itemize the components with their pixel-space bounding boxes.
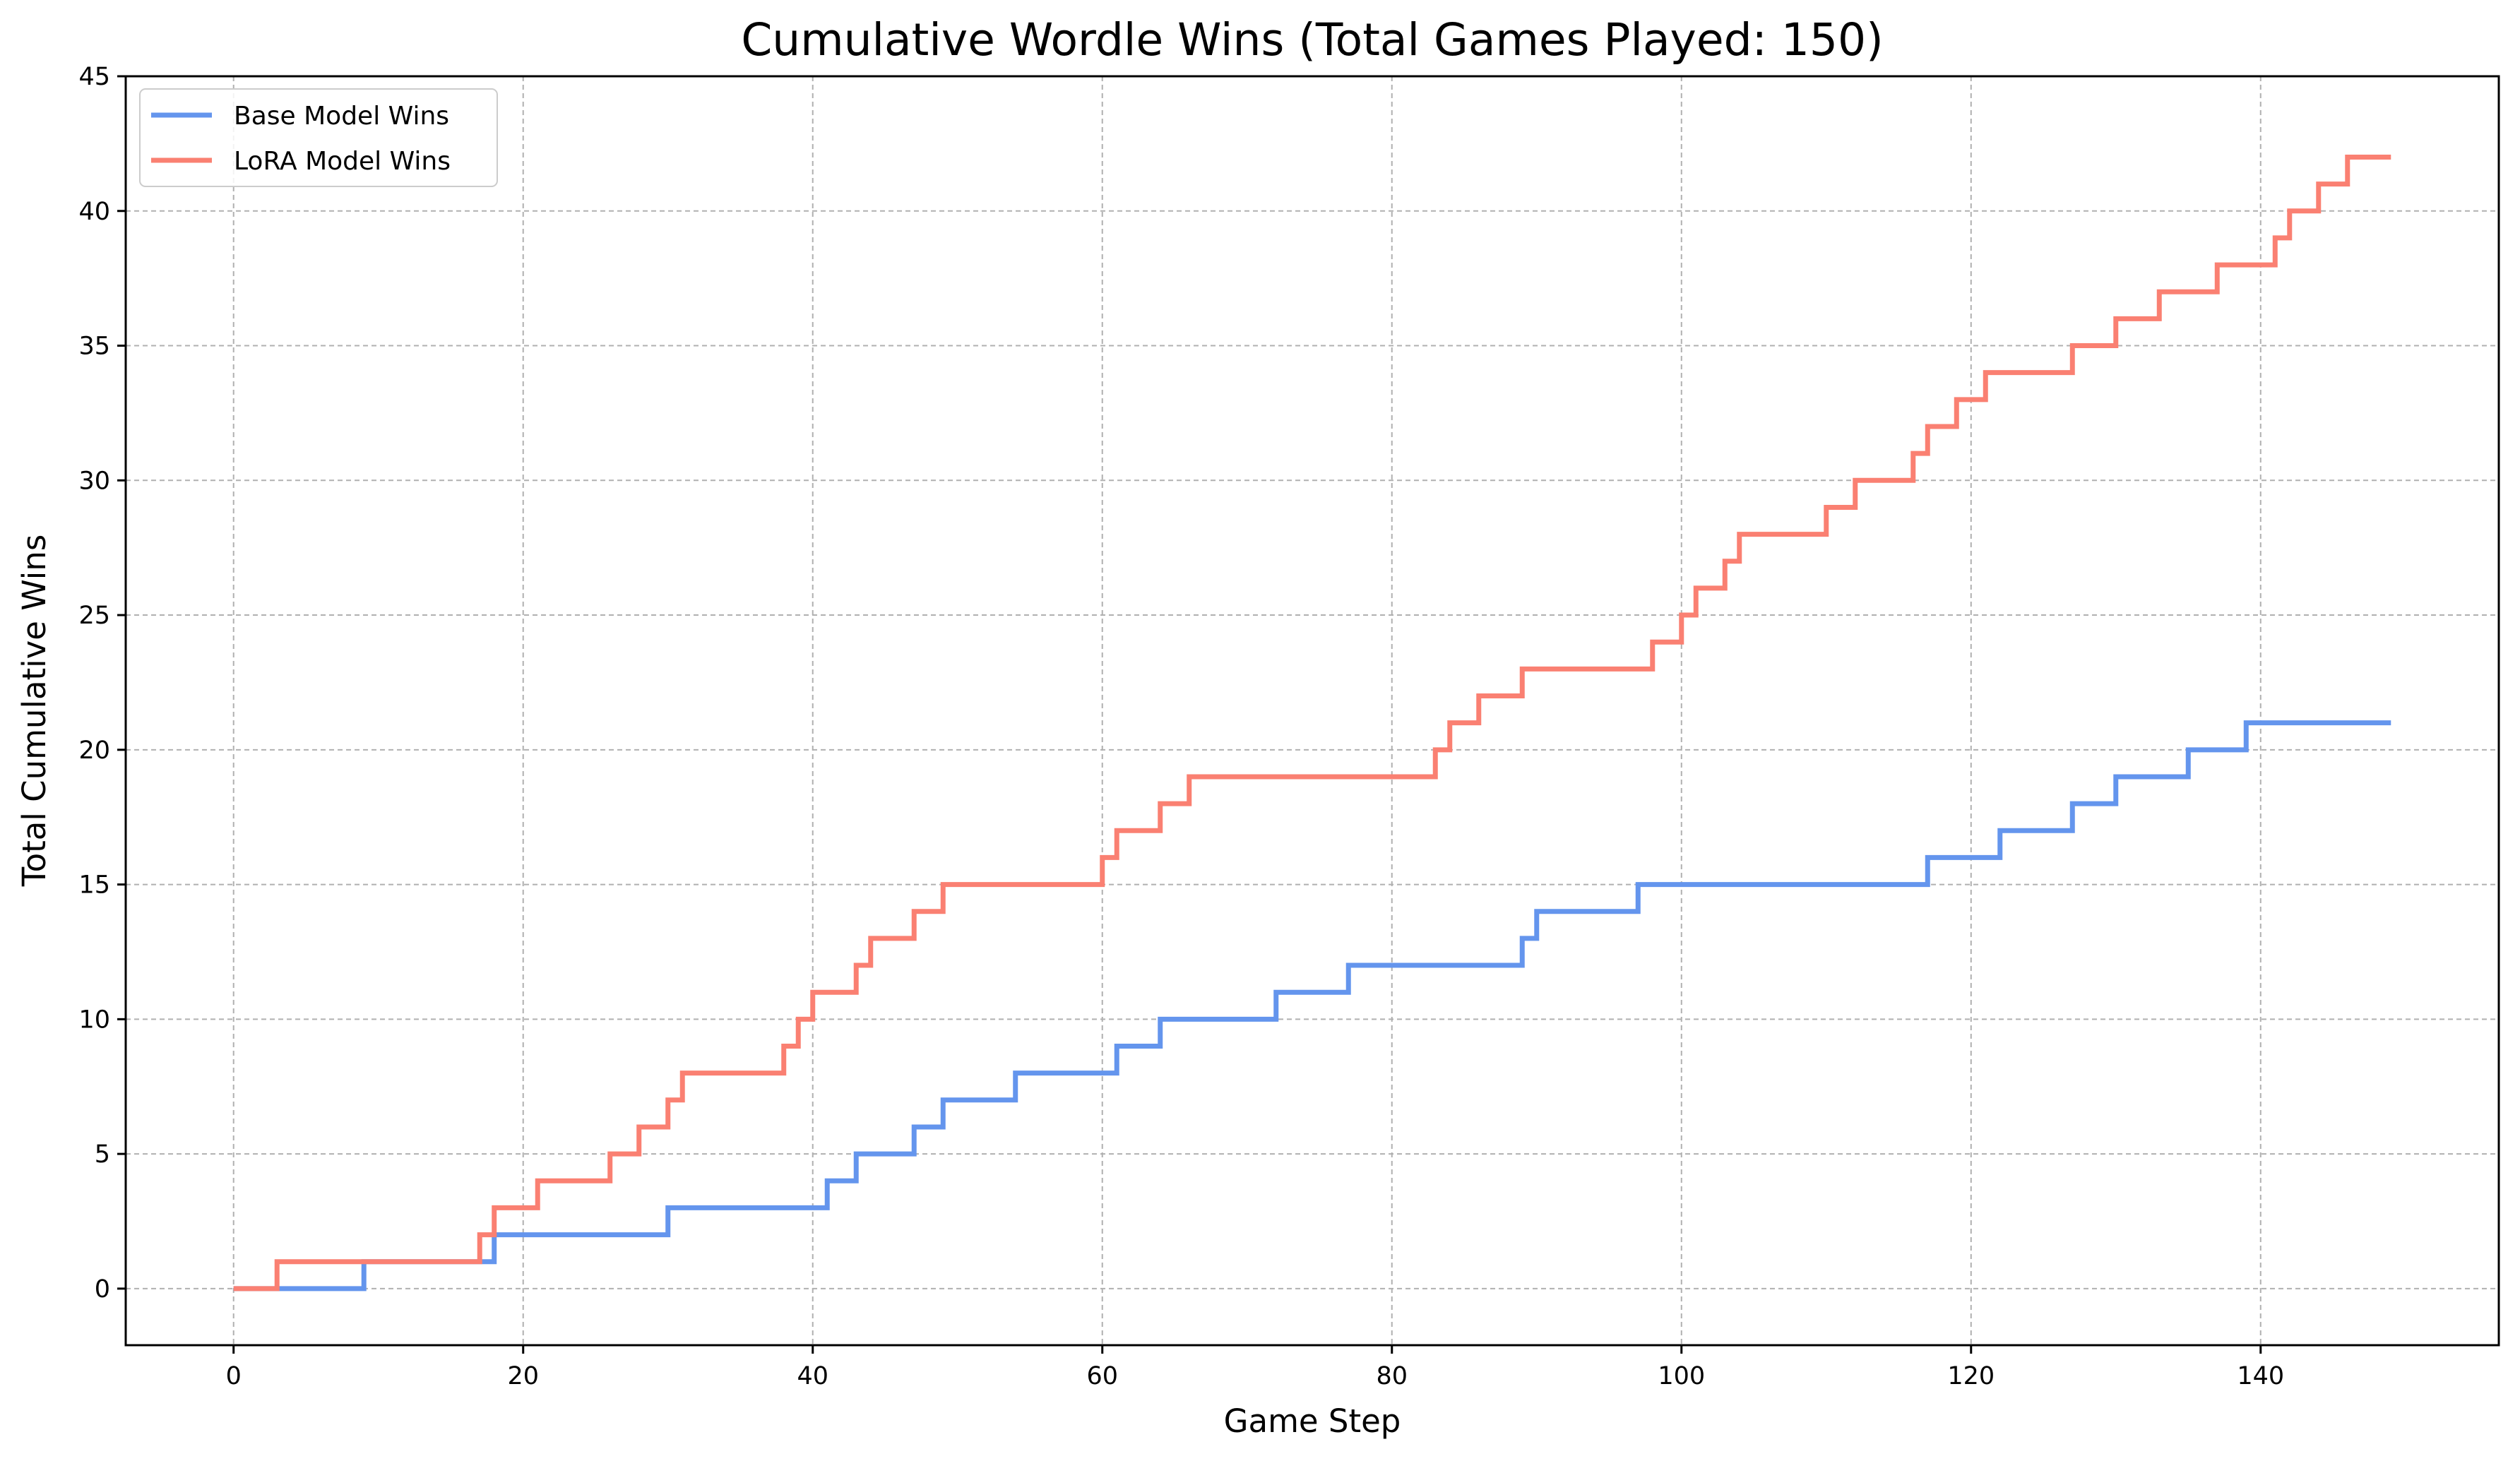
x-tick-label: 120 [1947,1362,1995,1390]
y-tick-label: 20 [78,737,110,765]
legend-label-base: Base Model Wins [234,102,449,131]
y-tick-label: 0 [95,1275,110,1304]
x-tick-label: 140 [2237,1362,2284,1390]
x-tick-label: 80 [1376,1362,1408,1390]
axis-ticks: 0 20 40 60 80 100 120 140 0 5 10 15 20 25 30 35 40 45 [78,63,2284,1390]
x-tick-label: 100 [1658,1362,1705,1390]
x-tick-label: 40 [797,1362,828,1390]
y-tick-label: 40 [78,198,110,226]
y-tick-label: 25 [78,602,110,630]
y-tick-label: 10 [78,1006,110,1034]
x-axis-label: Game Step [1224,1402,1401,1440]
y-tick-label: 30 [78,467,110,495]
x-tick-label: 60 [1086,1362,1118,1390]
series-line-base [233,720,2391,1292]
y-tick-label: 15 [78,871,110,900]
y-tick-label: 5 [95,1140,110,1169]
x-tick-label: 0 [226,1362,242,1390]
legend-label-lora: LoRA Model Wins [234,147,451,176]
chart-title: Cumulative Wordle Wins (Total Games Play… [741,14,1883,66]
y-axis-label: Total Cumulative Wins [16,535,53,888]
x-tick-label: 20 [507,1362,539,1390]
series-line-lora [233,154,2391,1292]
series-lines [233,154,2391,1292]
y-tick-label: 45 [78,63,110,91]
legend: Base Model Wins LoRA Model Wins [139,88,498,187]
plot-frame [124,75,2500,1347]
y-tick-label: 35 [78,333,110,361]
legend-box [139,88,498,187]
